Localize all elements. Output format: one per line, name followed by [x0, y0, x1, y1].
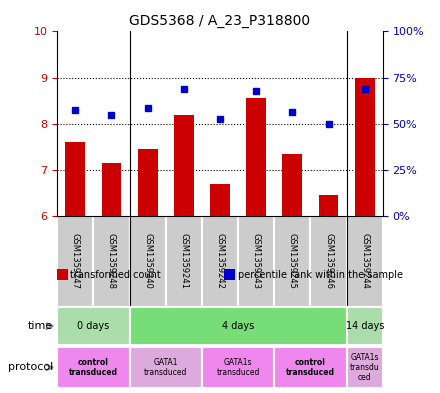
Bar	[202, 347, 274, 388]
Text: GATA1s
transduced: GATA1s transduced	[216, 358, 260, 377]
Text: protocol: protocol	[7, 362, 53, 373]
Text: GATA1
transduced: GATA1 transduced	[144, 358, 187, 377]
Text: GSM1359248: GSM1359248	[107, 233, 116, 289]
Bar	[138, 149, 158, 216]
Text: GSM1359240: GSM1359240	[143, 233, 152, 289]
Bar	[274, 216, 311, 307]
Bar	[57, 347, 129, 388]
Text: 4 days: 4 days	[222, 321, 254, 331]
Bar	[210, 184, 230, 216]
Bar	[246, 98, 266, 216]
Bar	[102, 163, 121, 216]
Bar	[282, 154, 302, 216]
Bar	[57, 216, 93, 307]
Bar	[57, 307, 129, 345]
Bar	[311, 216, 347, 307]
Bar	[66, 142, 85, 216]
Text: GATA1s
transdu
ced: GATA1s transdu ced	[350, 353, 380, 382]
Bar	[202, 216, 238, 307]
Bar	[174, 115, 194, 216]
Bar	[347, 216, 383, 307]
Text: 14 days: 14 days	[345, 321, 384, 331]
Text: time: time	[28, 321, 53, 331]
Text: GSM1359246: GSM1359246	[324, 233, 333, 289]
Bar	[238, 216, 274, 307]
Text: transformed count: transformed count	[70, 270, 161, 280]
Bar	[129, 347, 202, 388]
Bar	[347, 307, 383, 345]
Text: GSM1359241: GSM1359241	[180, 233, 188, 289]
Bar	[93, 216, 129, 307]
Text: GSM1359242: GSM1359242	[216, 233, 224, 289]
Bar	[319, 195, 338, 216]
Text: control
transduced: control transduced	[69, 358, 118, 377]
Text: GSM1359244: GSM1359244	[360, 233, 369, 289]
Text: GSM1359247: GSM1359247	[71, 233, 80, 289]
Text: GSM1359243: GSM1359243	[252, 233, 260, 289]
Bar	[129, 307, 347, 345]
Text: control
transduced: control transduced	[286, 358, 335, 377]
Title: GDS5368 / A_23_P318800: GDS5368 / A_23_P318800	[129, 14, 311, 28]
Text: 0 days: 0 days	[77, 321, 110, 331]
Bar	[355, 78, 375, 216]
Bar	[129, 216, 166, 307]
Text: GSM1359245: GSM1359245	[288, 233, 297, 289]
Text: percentile rank within the sample: percentile rank within the sample	[238, 270, 403, 280]
Bar	[166, 216, 202, 307]
Bar	[274, 347, 347, 388]
Bar	[347, 347, 383, 388]
